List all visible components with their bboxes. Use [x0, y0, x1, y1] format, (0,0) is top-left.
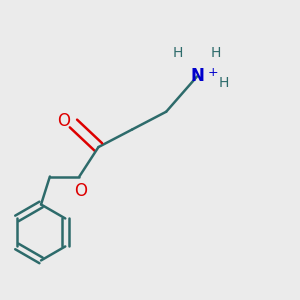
Text: N: N — [190, 68, 204, 85]
Text: O: O — [57, 112, 70, 130]
Text: O: O — [74, 182, 87, 200]
Text: +: + — [208, 66, 219, 80]
Text: H: H — [218, 76, 229, 90]
Text: H: H — [211, 46, 221, 60]
Text: H: H — [173, 46, 183, 60]
